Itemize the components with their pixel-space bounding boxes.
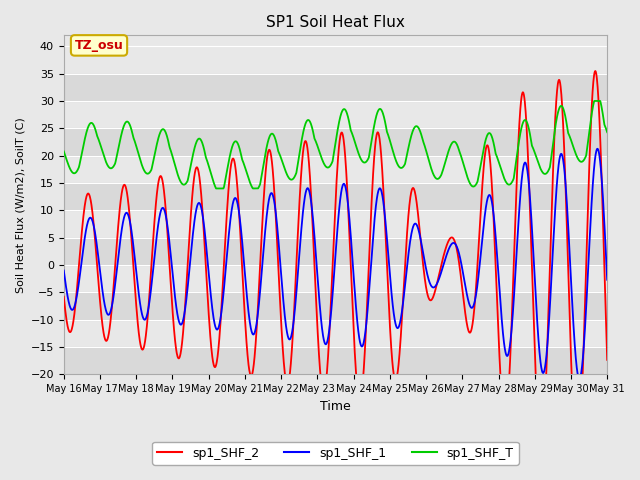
Bar bbox=[64, 183, 607, 210]
Bar bbox=[64, 73, 607, 101]
Bar bbox=[64, 347, 607, 374]
Title: SP1 Soil Heat Flux: SP1 Soil Heat Flux bbox=[266, 15, 405, 30]
Bar bbox=[64, 128, 607, 156]
Legend: sp1_SHF_2, sp1_SHF_1, sp1_SHF_T: sp1_SHF_2, sp1_SHF_1, sp1_SHF_T bbox=[152, 442, 518, 465]
Text: TZ_osu: TZ_osu bbox=[75, 39, 124, 52]
X-axis label: Time: Time bbox=[320, 400, 351, 413]
Bar bbox=[64, 292, 607, 320]
Y-axis label: Soil Heat Flux (W/m2), SoilT (C): Soil Heat Flux (W/m2), SoilT (C) bbox=[15, 117, 25, 293]
Bar bbox=[64, 238, 607, 265]
